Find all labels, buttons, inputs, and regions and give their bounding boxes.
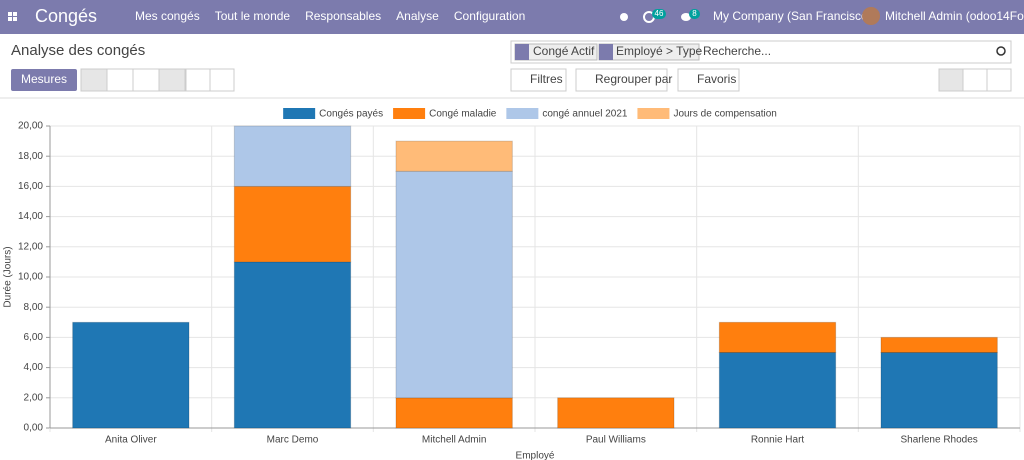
pie-view[interactable]: [132, 68, 160, 92]
graph-switch[interactable]: [938, 68, 964, 92]
badge-bg: [652, 9, 666, 19]
y-tick-label: 4,00: [24, 362, 44, 373]
y-tick-label: 18,00: [18, 151, 43, 162]
x-tick-label: Mitchell Admin: [422, 435, 486, 446]
legend-swatch: [393, 108, 426, 119]
bar-segment: [880, 352, 998, 429]
legend-swatch: [506, 108, 539, 119]
bar-segment: [395, 140, 513, 172]
x-axis-label: Employé: [516, 451, 555, 460]
menu-item[interactable]: Configuration: [454, 9, 525, 23]
bar-segment: [880, 336, 998, 353]
y-tick-label: 16,00: [18, 181, 43, 192]
menu-item[interactable]: Analyse: [396, 9, 439, 23]
filters-label: Filtres: [530, 72, 563, 86]
y-tick-label: 20,00: [18, 121, 43, 132]
x-tick-label: Paul Williams: [586, 435, 646, 446]
y-tick-label: 2,00: [24, 392, 44, 403]
legend-swatch: [283, 108, 316, 119]
legend-label: Congé maladie: [429, 109, 497, 120]
x-tick-label: Anita Oliver: [105, 435, 157, 446]
measures-button[interactable]: [11, 69, 77, 91]
apps-icon[interactable]: [8, 12, 17, 21]
badge-bg: [689, 9, 700, 19]
groupby-button[interactable]: [575, 68, 668, 92]
search-placeholder[interactable]: Recherche...: [703, 44, 771, 58]
facet-icon: [599, 44, 613, 60]
bar-view[interactable]: [80, 68, 108, 92]
x-tick-label: Ronnie Hart: [751, 435, 805, 446]
menu-item[interactable]: Responsables: [305, 9, 381, 23]
bar-segment: [72, 321, 190, 429]
y-tick-label: 12,00: [18, 241, 43, 252]
y-tick-label: 6,00: [24, 332, 44, 343]
bar-segment: [233, 125, 352, 187]
y-axis-label: Durée (Jours): [3, 246, 14, 307]
company[interactable]: My Company (San Francisco): [713, 9, 872, 23]
stack-toggle[interactable]: [158, 68, 186, 92]
y-tick-label: 10,00: [18, 272, 43, 283]
legend-label: Jours de compensation: [673, 109, 776, 120]
favorites-label: Favoris: [697, 72, 736, 86]
chat-badge: 8: [692, 9, 697, 18]
legend-label: Congés payés: [319, 109, 383, 120]
user[interactable]: Mitchell Admin (odoo14Form): [885, 9, 1024, 23]
menu-item[interactable]: Mes congés: [135, 9, 200, 23]
legend-label: congé annuel 2021: [542, 109, 628, 120]
bar-segment: [718, 352, 837, 429]
y-tick-label: 8,00: [24, 302, 44, 313]
view-buttons: [80, 68, 1012, 92]
navbar: Congés Mes congés Tout le monde Responsabl…: [0, 0, 1024, 34]
menu-item[interactable]: Tout le monde: [215, 9, 291, 23]
measures-label: Mesures: [21, 72, 67, 86]
bar-segment: [395, 397, 513, 429]
control-panel: Analyse des congés Congé Actif Employé >…: [0, 40, 1024, 99]
legend: Congés payés Congé maladie congé annuel 20…: [283, 108, 777, 120]
sort-asc[interactable]: [209, 68, 235, 92]
chart: Durée (Jours) Employé 0,00 2,00 4,00 6,00 8,…: [3, 108, 1021, 460]
x-tick-label: Marc Demo: [267, 435, 319, 446]
debug-icon[interactable]: [620, 13, 628, 21]
view-title: Analyse des congés: [11, 42, 145, 59]
navbar-bg: [0, 0, 1024, 34]
pivot-switch[interactable]: [962, 68, 988, 92]
favorites-button[interactable]: [677, 68, 740, 92]
x-tick-label: Sharlene Rhodes: [901, 435, 978, 446]
app-name[interactable]: Congés: [35, 6, 97, 26]
activity-badge: 46: [655, 9, 664, 18]
search-icon[interactable]: [996, 46, 1006, 56]
bar-segment: [395, 170, 513, 399]
facet-label: Employé > Type: [616, 44, 702, 58]
sort-desc[interactable]: [185, 68, 211, 92]
avatar[interactable]: [862, 7, 880, 25]
bar-segment: [233, 261, 352, 429]
calendar-switch[interactable]: [986, 68, 1012, 92]
line-view[interactable]: [106, 68, 134, 92]
bar-segment: [557, 397, 675, 429]
y-tick-label: 0,00: [24, 423, 44, 434]
filters-button[interactable]: [510, 68, 567, 92]
facet-label: Congé Actif: [533, 44, 595, 58]
menu: Mes congés Tout le monde Responsables Analy…: [135, 9, 525, 23]
chat-icon[interactable]: [681, 13, 691, 21]
facet-icon: [515, 44, 529, 60]
bar-segment: [718, 321, 837, 353]
bar-segment: [233, 185, 352, 263]
groupby-label: Regrouper par: [595, 72, 672, 86]
y-tick-label: 14,00: [18, 211, 43, 222]
legend-swatch: [637, 108, 670, 119]
